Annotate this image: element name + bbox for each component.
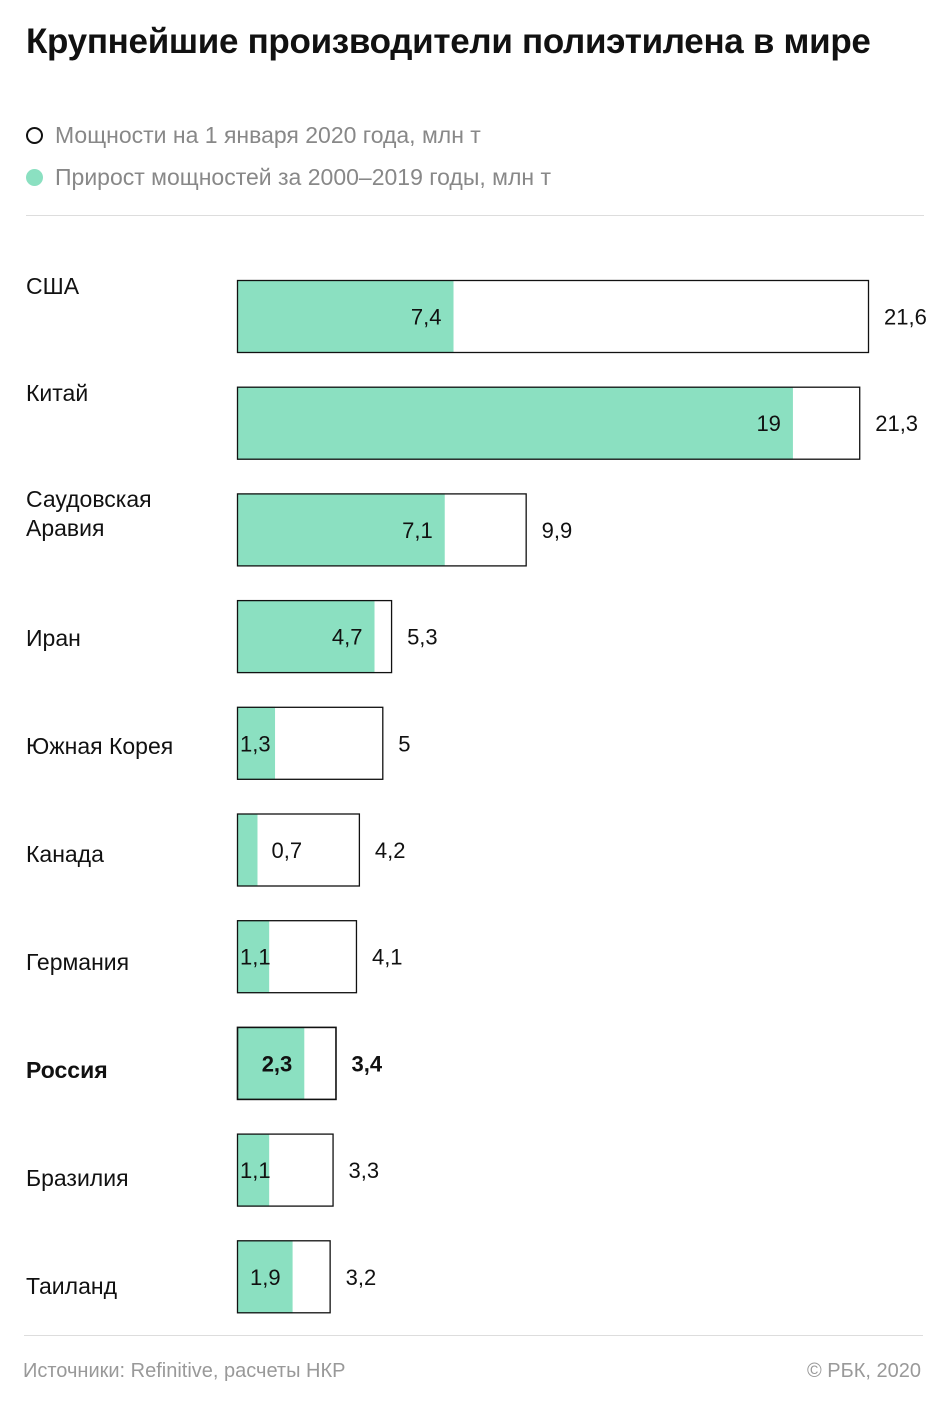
growth-value-label: 7,4 <box>411 305 442 330</box>
total-value-label: 21,3 <box>875 411 918 436</box>
growth-value-label: 1,1 <box>240 945 271 970</box>
total-bar <box>236 1133 334 1207</box>
category-label: Таиланд <box>26 1272 117 1299</box>
total-bar <box>236 386 861 460</box>
growth-bar <box>237 813 258 887</box>
growth-bar <box>237 600 375 674</box>
total-bar <box>236 279 870 354</box>
total-value-label: 3,3 <box>349 1158 380 1183</box>
total-value-label: 3,4 <box>351 1051 382 1076</box>
total-value-label: 21,6 <box>884 305 927 330</box>
growth-value-label: 1,9 <box>250 1265 281 1290</box>
growth-value-label: 1,1 <box>240 1158 271 1183</box>
category-label: Канада <box>26 840 104 867</box>
total-value-label: 5 <box>398 731 410 756</box>
total-bar <box>236 1026 337 1101</box>
growth-bar <box>237 280 454 353</box>
total-value-label: 4,2 <box>375 838 406 863</box>
total-value-label: 9,9 <box>542 518 573 543</box>
top-divider <box>26 215 924 216</box>
legend-item-total: Мощности на 1 января 2020 года, млн т <box>26 120 481 150</box>
growth-value-label: 0,7 <box>271 838 302 863</box>
total-value-label: 5,3 <box>407 625 438 650</box>
growth-bar <box>237 386 793 460</box>
category-label: Германия <box>26 948 130 975</box>
category-label: Саудовская Аравия <box>26 486 152 542</box>
copyright: © РБК, 2020 <box>806 1360 921 1382</box>
total-value-label: 3,2 <box>346 1265 377 1290</box>
growth-bar <box>237 920 270 994</box>
source-note: Источники: Refinitive, расчеты НКР <box>23 1360 346 1382</box>
growth-bar <box>237 1240 293 1314</box>
category-label: США <box>26 273 80 299</box>
legend-label-total: Мощности на 1 января 2020 года, млн т <box>55 122 481 148</box>
bottom-divider <box>24 1335 923 1336</box>
legend-swatch-total <box>26 126 43 144</box>
growth-bar <box>237 706 276 780</box>
total-bar <box>236 813 361 887</box>
growth-bar <box>237 1026 305 1100</box>
growth-bar <box>237 493 445 567</box>
category-label: Бразилия <box>26 1164 129 1191</box>
total-bar <box>236 920 358 994</box>
category-label: Россия <box>26 1056 108 1083</box>
growth-value-label: 1,3 <box>240 731 271 756</box>
category-label: Южная Корея <box>26 733 174 759</box>
total-value-label: 4,1 <box>372 945 403 970</box>
total-bar <box>236 599 393 674</box>
legend-label-growth: Прирост мощностей за 2000–2019 годы, млн… <box>55 164 552 190</box>
legend-swatch-growth <box>26 168 43 186</box>
total-bar <box>236 493 527 567</box>
total-bar <box>236 706 384 780</box>
total-bar <box>236 1240 331 1314</box>
chart-title: Крупнейшие производители полиэтилена в м… <box>26 22 871 61</box>
growth-bar <box>237 1133 270 1207</box>
growth-value-label: 7,1 <box>402 518 433 543</box>
growth-value-label: 2,3 <box>262 1051 293 1076</box>
category-label: Китай <box>26 379 89 406</box>
legend-item-growth: Прирост мощностей за 2000–2019 годы, млн… <box>26 162 551 192</box>
growth-value-label: 19 <box>756 411 780 436</box>
category-label: Иран <box>26 625 81 652</box>
growth-value-label: 4,7 <box>332 625 363 650</box>
